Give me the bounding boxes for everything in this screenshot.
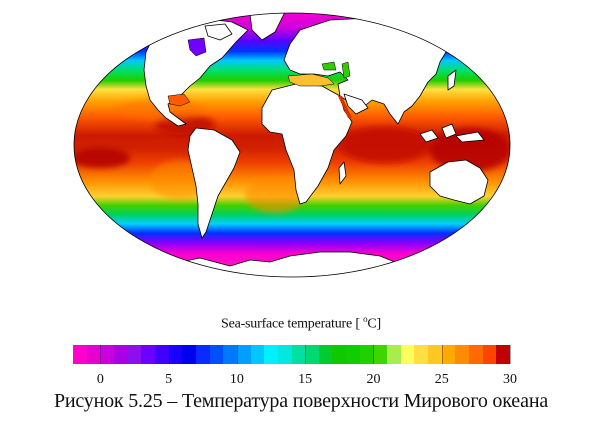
- colorbar-segment: [387, 345, 401, 364]
- map-graphic: [73, 12, 511, 278]
- colorbar-segment: [305, 345, 319, 364]
- colorbar-segment: [195, 345, 210, 364]
- colorbar-segment: [291, 345, 306, 364]
- colorbar-segment: [482, 345, 497, 364]
- map-border: [73, 12, 511, 278]
- colorbar-tick: [305, 345, 307, 364]
- ocean-layer: [74, 13, 510, 277]
- colorbar-segment: [414, 345, 429, 364]
- colorbar-segment: [332, 345, 347, 364]
- colorbar-tick-label: 5: [165, 372, 173, 387]
- colorbar-segment: [250, 345, 265, 364]
- colorbar-tick: [236, 345, 238, 364]
- colorbar-segment: [154, 345, 169, 364]
- colorbar-tick-label: 10: [229, 372, 244, 387]
- colorbar-segment: [359, 345, 374, 364]
- greenland: [249, 13, 286, 41]
- figure-caption: Рисунок 5.25 – Температура поверхности М…: [53, 390, 549, 412]
- colorbar-segment: [400, 345, 415, 364]
- colorbar-segment: [100, 345, 114, 364]
- colorbar-segment: [264, 345, 278, 364]
- colorbar-tick-label: 0: [96, 372, 104, 387]
- colorbar-tick-label: 15: [298, 372, 313, 387]
- colorbar-tick: [100, 345, 102, 364]
- colorbar-segment: [127, 345, 142, 364]
- colorbar-segment: [496, 345, 510, 364]
- colorbar-tick: [373, 345, 375, 364]
- hudson-bay: [187, 37, 207, 57]
- australia: [429, 159, 489, 205]
- colorbar-segment: [73, 345, 87, 364]
- colorbar-tick-label: 30: [503, 372, 517, 387]
- mediterranean-sea: [287, 73, 335, 87]
- black-sea: [321, 61, 337, 71]
- colorbar-segment: [318, 345, 333, 364]
- colorbar-segment: [455, 345, 470, 364]
- colorbar-segment: [428, 345, 442, 364]
- colorbar-segment: [209, 345, 224, 364]
- colorbar: [73, 345, 511, 364]
- red-sea: [338, 96, 352, 118]
- colorbar-segment: [236, 345, 251, 364]
- colorbar-segment: [182, 345, 196, 364]
- colorbar-tick-labels: 0 5 10 15 20 25 30: [0, 372, 602, 388]
- colorbar-segment: [373, 345, 388, 364]
- caspian-sea: [341, 61, 351, 79]
- colorbar-segment: [86, 345, 101, 364]
- gulf-of-mexico: [167, 93, 191, 107]
- colorbar-segment: [346, 345, 360, 364]
- colorbar-segment: [223, 345, 237, 364]
- sst-world-map: [73, 12, 511, 278]
- colorbar-title: Sea-surface temperature [ oC]: [220, 314, 382, 332]
- colorbar-tick-label: 20: [366, 372, 381, 387]
- colorbar-segment: [141, 345, 155, 364]
- south-america: [187, 127, 241, 239]
- colorbar-tick-label: 25: [434, 372, 449, 387]
- colorbar-segment: [469, 345, 483, 364]
- colorbar-segment: [277, 345, 292, 364]
- colorbar-tick: [510, 345, 511, 364]
- colorbar-segment: [113, 345, 128, 364]
- madagascar: [338, 161, 347, 185]
- colorbar-tick: [441, 345, 443, 364]
- colorbar-tick: [168, 345, 170, 364]
- colorbar-segment: [168, 345, 183, 364]
- colorbar-segment: [441, 345, 456, 364]
